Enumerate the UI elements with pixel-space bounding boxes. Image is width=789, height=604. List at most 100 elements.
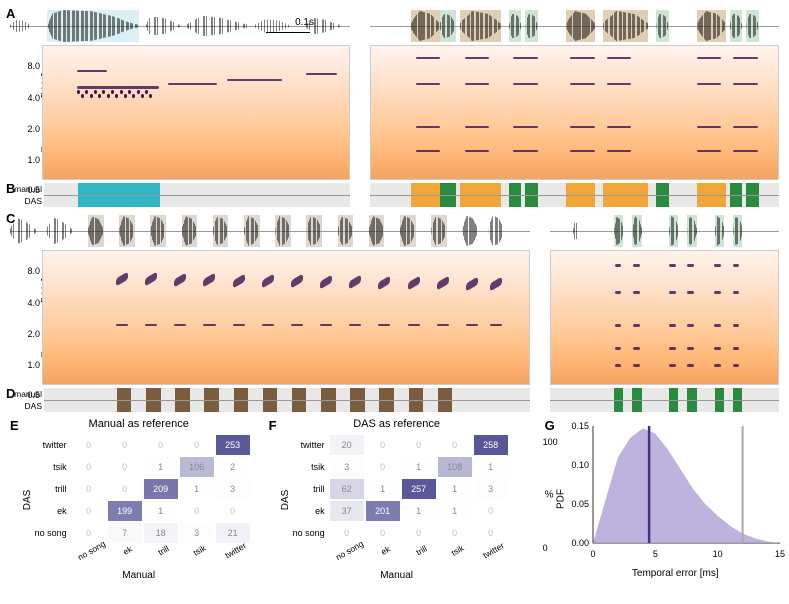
bd-segment [669, 388, 678, 400]
matrix-cell: 1 [437, 478, 473, 500]
density-xtick: 0 [590, 549, 595, 559]
spec-trace [465, 126, 489, 128]
spec-dot [77, 90, 80, 94]
spec-trace [291, 274, 303, 289]
yaxis-A: Frequency [kHz] 0.51.02.04.08.0 [10, 45, 42, 180]
density-ytick: 0.00 [571, 538, 589, 548]
bd-segment [379, 388, 394, 400]
waveform-burst [187, 16, 248, 37]
bd-segment [656, 195, 668, 207]
spec-trace [513, 57, 537, 59]
spec-trace [408, 324, 420, 326]
matrix-cell: 1 [143, 456, 179, 478]
waveform-burst [10, 20, 30, 32]
spec-trace [408, 275, 420, 290]
spec-trace [687, 347, 694, 350]
matrix-cell: 0 [215, 500, 251, 522]
bd-segment [78, 183, 161, 195]
spec-trace [416, 126, 440, 128]
bd-segment [292, 400, 307, 412]
matrix-cell: 106 [179, 456, 215, 478]
bd-segment [438, 400, 453, 412]
matrix-cell: 201 [365, 500, 401, 522]
matrix-cell: 62 [329, 478, 365, 500]
density-ytick: 0.05 [571, 499, 589, 509]
matrix-cell: 0 [71, 434, 107, 456]
matrix-cell: 0 [71, 500, 107, 522]
spec-trace [378, 324, 390, 326]
panel-B-strip: B manual DAS [10, 183, 779, 207]
bd-segment [234, 400, 249, 412]
spec-dot [128, 90, 131, 94]
spec-trace [615, 264, 622, 267]
matrix-cell: 1 [473, 456, 509, 478]
bd-segment [730, 183, 742, 195]
spec-dot [124, 94, 127, 98]
spec-dot [90, 94, 93, 98]
spec-trace [465, 57, 489, 59]
bd-segment [509, 195, 521, 207]
matrix-row-label: tsik [285, 456, 329, 478]
bd-segment [263, 400, 278, 412]
matrix-cell: 3 [473, 478, 509, 500]
matrix-E: Manual as referenceDAStwitter0000253tsik… [27, 418, 251, 581]
ytick: 8.0 [27, 266, 40, 276]
spec-trace [233, 273, 245, 288]
density-ytick: 0.15 [571, 421, 589, 431]
spec-dot [149, 94, 152, 98]
spec-trace [570, 57, 594, 59]
spec-dot [107, 94, 110, 98]
matrix-cell: 209 [143, 478, 179, 500]
bottom-row: E Manual as referenceDAStwitter0000253ts… [10, 418, 779, 581]
spec-dot [132, 94, 135, 98]
bd-segment [204, 400, 219, 412]
bd-segment [146, 388, 161, 400]
density-xlabel: Temporal error [ms] [563, 568, 788, 579]
density-xtick: 5 [653, 549, 658, 559]
bd-segment [379, 400, 394, 412]
spec-trace [145, 324, 157, 326]
cb-label: % [545, 490, 554, 501]
matrix-cell: 1 [401, 500, 437, 522]
spec-trace [733, 264, 740, 267]
bd-segment [438, 388, 453, 400]
spec-trace [291, 324, 303, 326]
spec-trace [570, 150, 594, 152]
matrix-row-label: twitter [285, 434, 329, 456]
matrix-cell: 1 [365, 478, 401, 500]
waveform-burst [462, 216, 478, 246]
bd-label-manual-D: manual [14, 389, 42, 400]
matrix-cell: 257 [401, 478, 437, 500]
spec-trace [669, 364, 676, 367]
bd-segment [409, 388, 424, 400]
figure: A 0.1s Frequency [kHz] 0.51.02.04.08.0 B… [10, 10, 779, 581]
spec-trace [607, 150, 631, 152]
spec-trace [416, 83, 440, 85]
bd-segment [697, 195, 726, 207]
matrix-cell: 1 [401, 456, 437, 478]
spec-trace [633, 347, 640, 350]
waveform-burst [146, 17, 180, 36]
matrix-ylabel: DAS [21, 489, 32, 510]
spec-dot [137, 90, 140, 94]
bd-segment [614, 400, 623, 412]
ytick: 8.0 [27, 61, 40, 71]
bd-segment [697, 183, 726, 195]
bd-segment [204, 388, 219, 400]
spec-trace [320, 324, 332, 326]
spec-dot [120, 90, 123, 94]
bd-segment [632, 400, 641, 412]
yaxis-C: Frequency [kHz] 0.51.02.04.08.0 [10, 250, 42, 385]
matrix-row-label: ek [27, 500, 71, 522]
matrix-cell: 20 [329, 434, 365, 456]
bd-segment [117, 388, 132, 400]
spec-trace [697, 83, 721, 85]
bd-B-right [370, 183, 779, 207]
waveform-C-right [550, 215, 779, 247]
bd-row-labels: manual DAS [10, 183, 44, 207]
density-plot-G: PDF 0510150.000.050.100.15 Temporal erro… [563, 418, 788, 579]
matrix-xlabel: Manual [285, 570, 509, 581]
bd-B-left [44, 183, 350, 207]
spec-trace [733, 126, 757, 128]
panel-A-waveforms: A 0.1s [10, 10, 779, 42]
